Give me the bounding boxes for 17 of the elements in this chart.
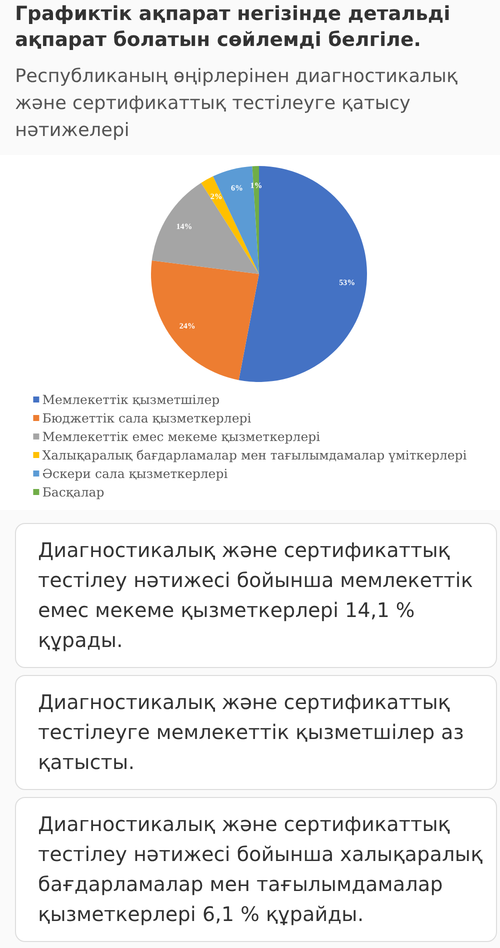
data-label: 2% xyxy=(210,192,222,201)
legend-label: Мемлекеттік емес мекеме қызметкерлері xyxy=(42,429,320,444)
data-label: 6% xyxy=(230,184,243,193)
data-label: 14% xyxy=(176,222,192,232)
legend-label: Мемлекеттік қызметшілер xyxy=(42,392,220,407)
data-label: 1% xyxy=(250,180,262,190)
legend-label: Халықаралық бағдарламалар мен тағылымдамалар үміткерлері xyxy=(42,448,467,462)
data-label: 53% xyxy=(339,278,356,287)
data-label: 24% xyxy=(179,322,196,331)
text: Диагностикалық және сертификаттық тестілеуге мемлекеттік қызметшілер аз қатысты. xyxy=(15,675,497,790)
legend-label: Бюджеттік сала қызметкерлері xyxy=(42,410,252,426)
legend-label: Әскери сала қызметкерлері xyxy=(42,466,228,481)
legend-label: Басқалар xyxy=(42,484,104,500)
chart-subtitle: Республиканың өңірлерінен диагностикалық және сертификаттық тестілеуге қатысу нәтижелері xyxy=(15,65,459,143)
text: Диагностикалық және сертификаттық тестілеу нәтижесі бойынша мемлекеттік емес мекеме қызметкерлері 14,1 % құрады. xyxy=(15,523,497,668)
chart-title: Графиктік ақпарат негізінде детальді ақпарат болатын сөйлемді белгіле. xyxy=(15,1,452,53)
text: Диагностикалық және сертификаттық тестілеу нәтижесі бойынша халықаралық бағдарламалар мен тағылымдамалар қызметкерлері 6,1 % құрайды. xyxy=(15,797,497,942)
